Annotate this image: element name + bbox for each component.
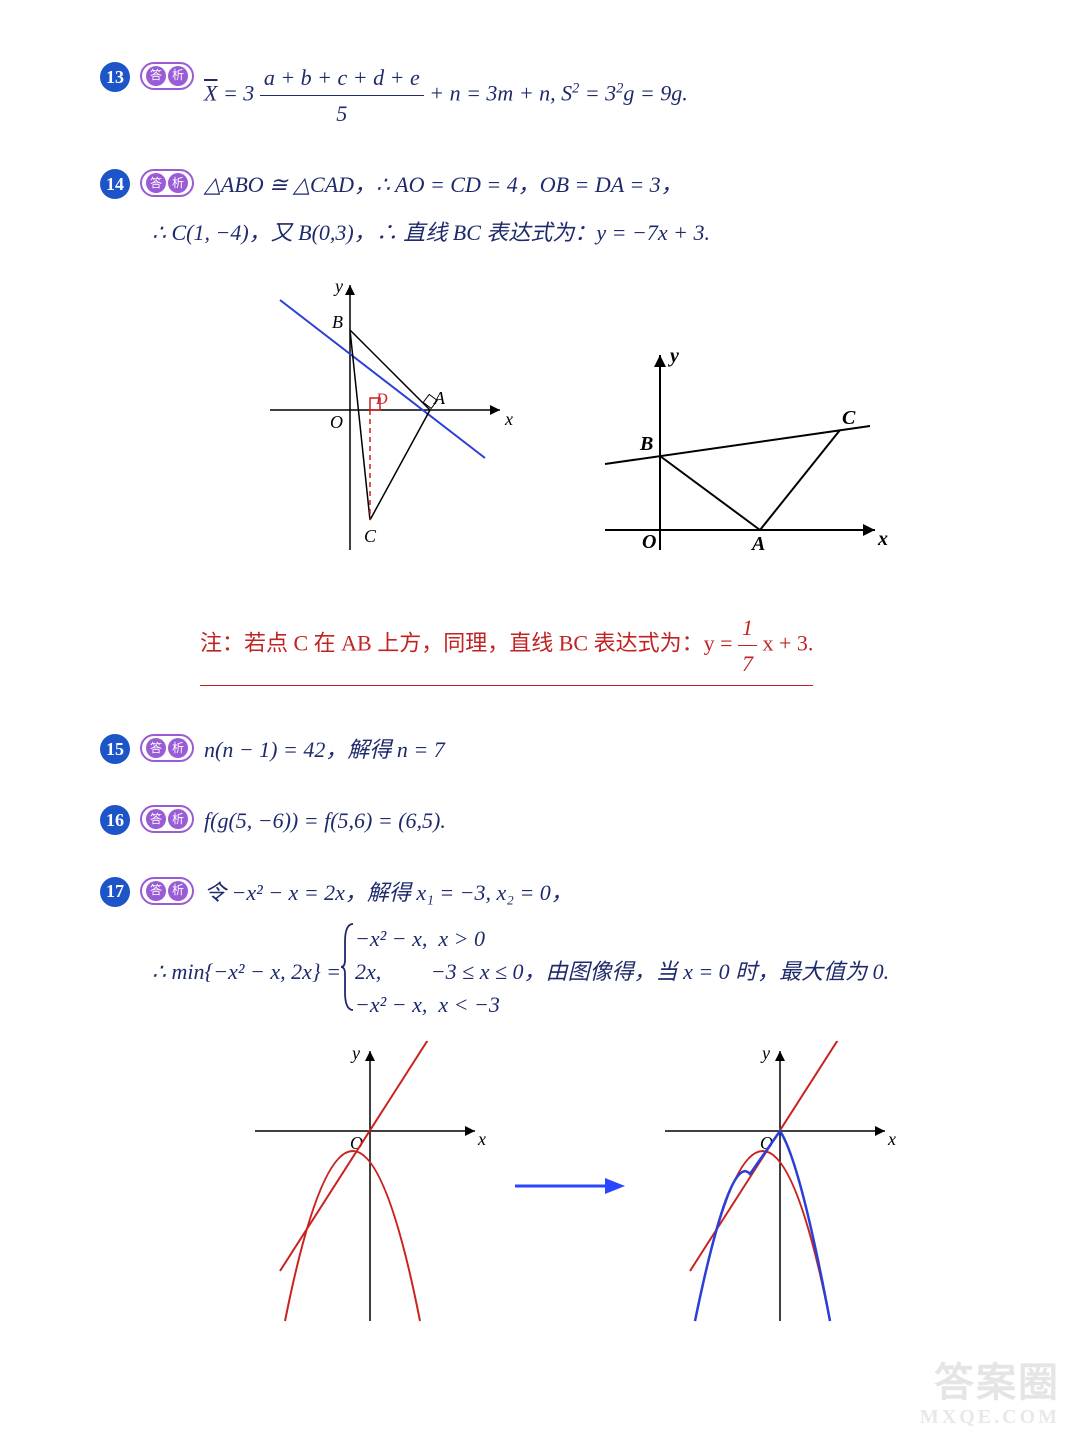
badge-15: 15 [100,734,130,764]
problem-13: 13 答 析 X = 3 a + b + c + d + e 5 + n = 3… [100,60,980,131]
axis-y-label: y [760,1043,770,1063]
p14-line2: ∴ C(1, −4)，又 B(0,3)，∴ 直线 BC 表达式为：y = −7x… [152,215,980,250]
pill-dot-2: 析 [168,173,188,193]
solution-pill: 答 析 [140,877,194,905]
problem-15: 15 答 析 n(n − 1) = 42，解得 n = 7 [100,732,980,767]
axis-y-label: y [350,1043,360,1063]
problem-16: 16 答 析 f(g(5, −6)) = f(5,6) = (6,5). [100,803,980,838]
p17-line1: 令 −x² − x = 2x，解得 x₁ = −3, x₂ = 0， [204,875,573,910]
p14-figure-right: x y O B A C [590,340,890,570]
p14-line1: △ABO ≅ △CAD，∴ AO = CD = 4，OB = DA = 3， [204,167,683,202]
pill-dot-2: 析 [168,738,188,758]
badge-14: 14 [100,169,130,199]
pill-dot-1: 答 [146,881,166,901]
page: 13 答 析 X = 3 a + b + c + d + e 5 + n = 3… [0,0,1080,1447]
badge-17: 17 [100,877,130,907]
badge-16: 16 [100,805,130,835]
label-C: C [364,526,377,546]
p17-figure-left: O x y [240,1041,490,1331]
p17-min-expr: ∴ min{−x² − x, 2x} = −x² − x, x > 0 2x, … [152,922,980,1021]
watermark: 答案圈 MXQE.COM [920,1363,1060,1427]
origin-label: O [330,412,343,432]
pill-dot-2: 析 [168,881,188,901]
pill-dot-1: 答 [146,738,166,758]
label-B: B [332,312,343,332]
label-A: A [433,388,446,408]
p14-figure-left: x y O B A C D [250,270,530,570]
p14-note: 注：若点 C 在 AB 上方，同理，直线 BC 表达式为：y = 1 7 x +… [200,610,813,686]
p16-text: f(g(5, −6)) = f(5,6) = (6,5). [204,803,446,838]
axis-x-label: x [504,409,513,429]
p17-figure-right: O x y [650,1041,900,1331]
axis-x-label: x [877,528,888,550]
solution-pill: 答 析 [140,169,194,197]
solution-pill: 答 析 [140,62,194,90]
axis-x-label: x [477,1129,486,1149]
arrow-icon [510,1166,630,1206]
p14-figures: x y O B A C D [160,270,980,570]
axis-y-label: y [668,345,679,367]
solution-pill: 答 析 [140,734,194,762]
pill-dot-1: 答 [146,809,166,829]
problem-17: 17 答 析 令 −x² − x = 2x，解得 x₁ = −3, x₂ = 0… [100,875,980,1331]
p17-figures: O x y O x y [160,1041,980,1331]
pill-dot-1: 答 [146,66,166,86]
badge-13: 13 [100,62,130,92]
label-B: B [639,433,653,455]
solution-pill: 答 析 [140,805,194,833]
p15-text: n(n − 1) = 42，解得 n = 7 [204,732,445,767]
axis-y-label: y [333,276,343,296]
p13-equation: X = 3 a + b + c + d + e 5 + n = 3m + n, … [204,60,688,131]
pill-dot-2: 析 [168,809,188,829]
pill-dot-1: 答 [146,173,166,193]
origin-label: O [642,531,656,553]
pill-dot-2: 析 [168,66,188,86]
axis-x-label: x [887,1129,896,1149]
problem-14: 14 答 析 △ABO ≅ △CAD，∴ AO = CD = 4，OB = DA… [100,167,980,696]
label-D: D [375,391,388,408]
label-A: A [750,533,765,555]
label-C: C [842,407,856,429]
